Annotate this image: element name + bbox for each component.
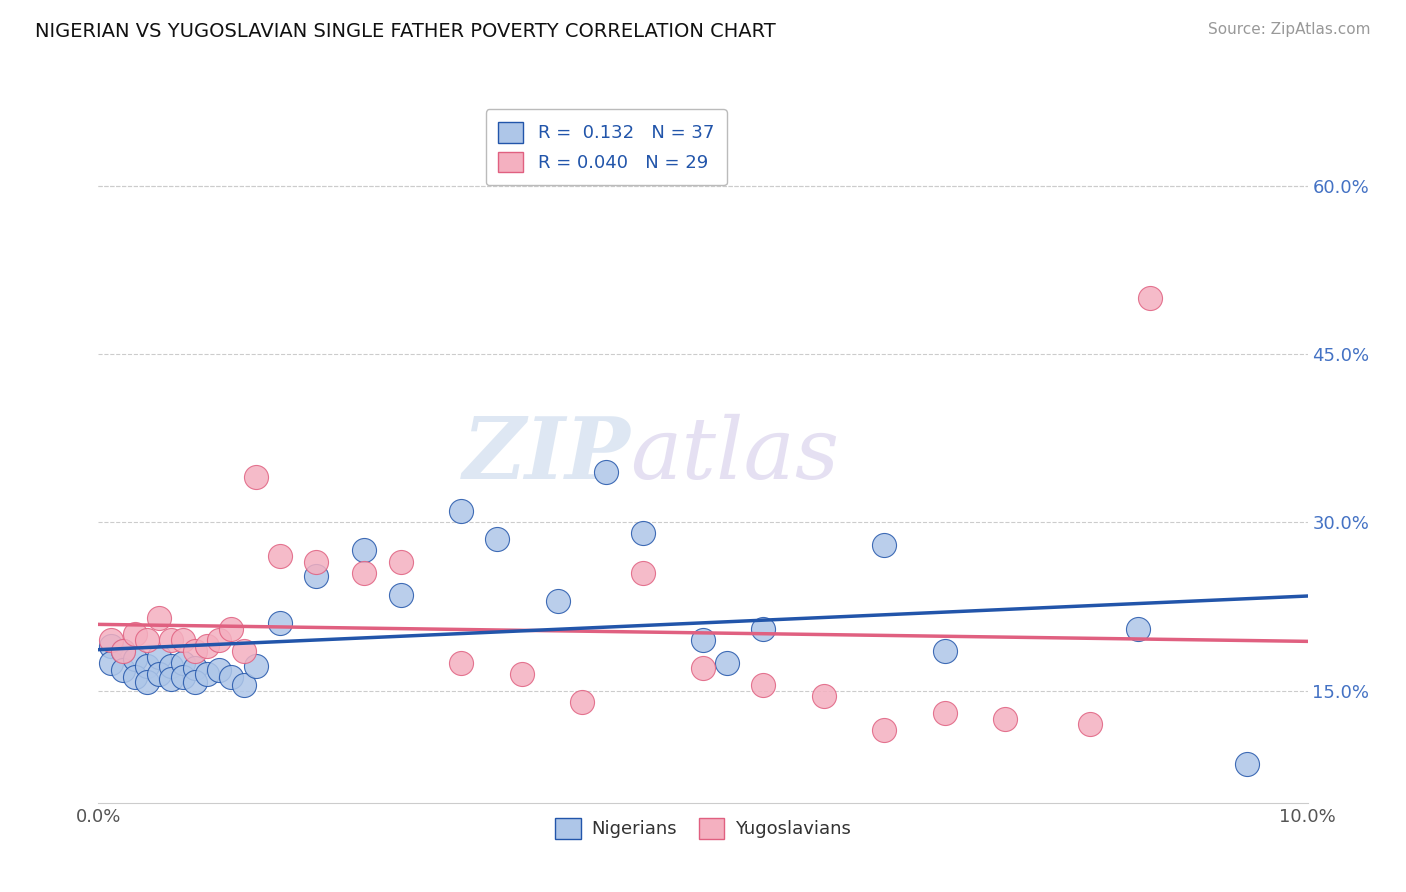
Point bbox=[353, 566, 375, 580]
Point bbox=[1139, 291, 1161, 305]
Point bbox=[873, 723, 896, 737]
Point bbox=[232, 678, 254, 692]
Point bbox=[716, 656, 738, 670]
Point bbox=[124, 627, 146, 641]
Point bbox=[692, 633, 714, 648]
Point bbox=[269, 549, 291, 563]
Point bbox=[160, 673, 183, 687]
Text: NIGERIAN VS YUGOSLAVIAN SINGLE FATHER POVERTY CORRELATION CHART: NIGERIAN VS YUGOSLAVIAN SINGLE FATHER PO… bbox=[35, 22, 776, 41]
Point bbox=[100, 633, 122, 648]
Point bbox=[813, 689, 835, 703]
Point bbox=[221, 670, 243, 684]
Point bbox=[389, 588, 412, 602]
Point bbox=[245, 659, 267, 673]
Point bbox=[124, 652, 146, 666]
Point bbox=[305, 569, 328, 583]
Text: Source: ZipAtlas.com: Source: ZipAtlas.com bbox=[1208, 22, 1371, 37]
Point bbox=[631, 526, 654, 541]
Point bbox=[100, 639, 122, 653]
Point bbox=[873, 538, 896, 552]
Point bbox=[172, 670, 194, 684]
Point bbox=[752, 622, 775, 636]
Point bbox=[994, 712, 1017, 726]
Point bbox=[1236, 756, 1258, 771]
Point bbox=[631, 566, 654, 580]
Legend: Nigerians, Yugoslavians: Nigerians, Yugoslavians bbox=[548, 811, 858, 846]
Y-axis label: Single Father Poverty: Single Father Poverty bbox=[0, 359, 8, 551]
Point bbox=[692, 661, 714, 675]
Point bbox=[510, 666, 533, 681]
Point bbox=[595, 465, 617, 479]
Point bbox=[1078, 717, 1101, 731]
Point bbox=[571, 695, 593, 709]
Point bbox=[111, 664, 134, 678]
Point bbox=[100, 656, 122, 670]
Point bbox=[353, 543, 375, 558]
Point bbox=[111, 644, 134, 658]
Point bbox=[221, 622, 243, 636]
Point bbox=[232, 644, 254, 658]
Point bbox=[184, 661, 207, 675]
Point bbox=[934, 644, 956, 658]
Point bbox=[208, 633, 231, 648]
Point bbox=[184, 674, 207, 689]
Point bbox=[148, 666, 170, 681]
Point bbox=[148, 610, 170, 624]
Point bbox=[389, 555, 412, 569]
Point bbox=[160, 659, 183, 673]
Point bbox=[1128, 622, 1150, 636]
Point bbox=[245, 470, 267, 484]
Point bbox=[172, 633, 194, 648]
Text: atlas: atlas bbox=[630, 414, 839, 496]
Point bbox=[547, 594, 569, 608]
Point bbox=[184, 644, 207, 658]
Point bbox=[111, 644, 134, 658]
Point bbox=[135, 674, 157, 689]
Point bbox=[934, 706, 956, 720]
Point bbox=[195, 639, 218, 653]
Text: ZIP: ZIP bbox=[463, 413, 630, 497]
Point bbox=[148, 649, 170, 664]
Point bbox=[269, 616, 291, 631]
Point bbox=[305, 555, 328, 569]
Point bbox=[450, 656, 472, 670]
Point bbox=[135, 659, 157, 673]
Point bbox=[486, 532, 509, 546]
Point bbox=[172, 656, 194, 670]
Point bbox=[160, 633, 183, 648]
Point bbox=[450, 504, 472, 518]
Point bbox=[195, 666, 218, 681]
Point bbox=[124, 670, 146, 684]
Point bbox=[135, 633, 157, 648]
Point bbox=[752, 678, 775, 692]
Point bbox=[208, 664, 231, 678]
